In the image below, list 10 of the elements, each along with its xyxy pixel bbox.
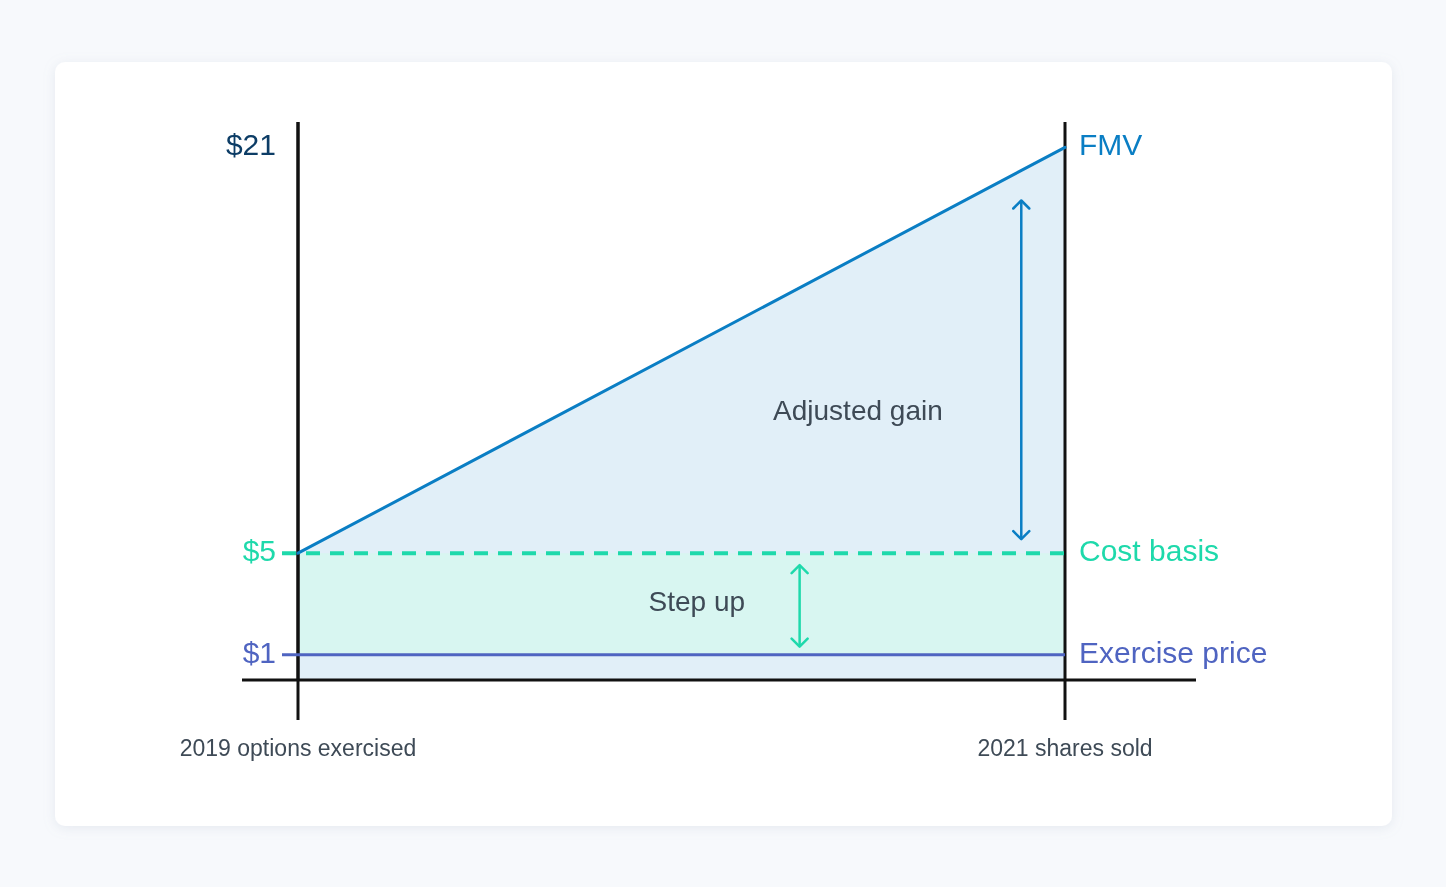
y-tick-label: $5 <box>242 534 276 568</box>
band-label: Step up <box>648 586 746 618</box>
y-tick-label: $21 <box>225 128 276 162</box>
annotation: Adjusted gain <box>773 395 943 427</box>
y-tick-label: $1 <box>242 635 276 669</box>
x-tick-label: 2019 options exercised <box>179 735 417 762</box>
ref-line-label: Exercise price <box>1079 635 1268 669</box>
ref-line-label: Cost basis <box>1079 534 1220 568</box>
series-label: FMV <box>1079 128 1143 162</box>
x-tick-label: 2021 shares sold <box>977 735 1153 762</box>
